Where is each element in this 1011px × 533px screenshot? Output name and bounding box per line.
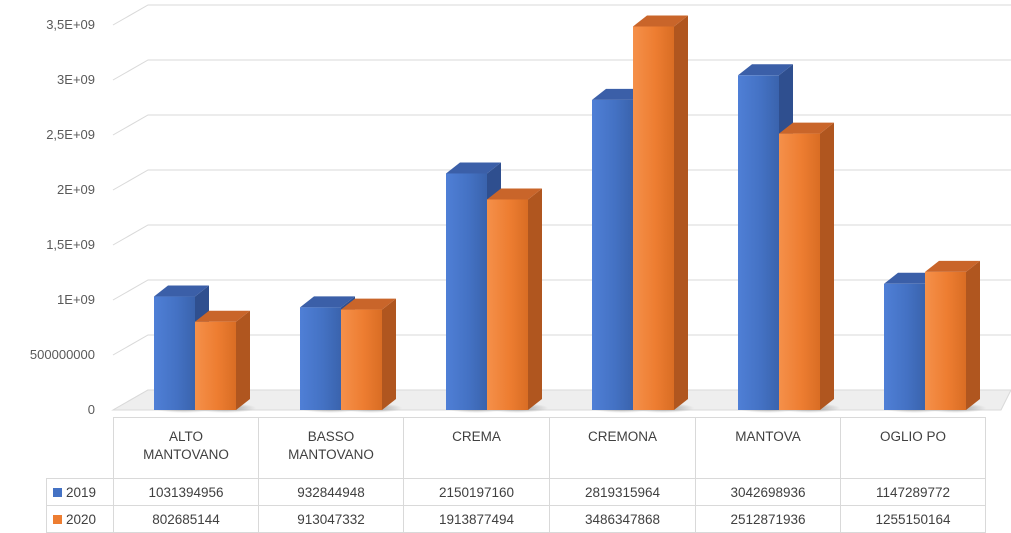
bar-side [236,310,250,410]
bar-front [154,296,195,410]
table-cell: 3486347868 [549,505,696,533]
bar-front [738,75,779,411]
gridline [112,59,1011,81]
bar-top [195,310,250,322]
bar-side [674,15,688,410]
y-tick-label: 3,5E+09 [46,17,95,32]
series-key: 2020 [46,505,114,533]
series-key: 2019 [46,478,114,506]
bar-front [633,26,674,410]
bar-side [528,188,542,410]
category-label-line: MANTOVANO [288,447,374,462]
bar-2020 [778,122,841,413]
table-cell: 1031394956 [113,478,259,506]
gridline [112,224,1011,246]
bar-top [738,64,793,76]
bar-top [925,260,980,272]
series-name: 2020 [66,511,97,527]
table-category-label: CREMA [403,417,550,479]
bar-top [154,285,209,297]
gridline [112,114,1011,136]
table-category-label: BASSO MANTOVANO [258,417,404,479]
bar-2020 [632,15,695,413]
table-cell: 913047332 [258,505,404,533]
category-label-line: CREMA [452,429,501,444]
table-category-label: CREMONA [549,417,696,479]
gridlines [112,4,1011,411]
table-cell: 2150197160 [403,478,550,506]
bar-side [966,260,980,410]
data-table: ALTO MANTOVANO BASSO MANTOVANO CREMA CREMONA M… [46,417,986,533]
table-cell: 1913877494 [403,505,550,533]
bar-front [195,321,236,410]
bar-top [300,296,355,308]
bar-front [487,199,528,410]
gridline [112,279,1011,301]
category-label-line: CREMONA [587,429,657,444]
y-tick-label: 500000000 [30,347,95,362]
bar-front [446,173,487,410]
bar-top [633,15,688,27]
table-cell: 932844948 [258,478,404,506]
bar-front [300,307,341,410]
bar-2020 [340,298,403,413]
table-category-label: OGLIO PO [840,417,986,479]
y-tick-label: 3E+09 [57,72,95,87]
table-row-2020: 2020 802685144 913047332 1913877494 34863478… [46,505,986,533]
bar-front [779,133,820,410]
y-tick-label: 1E+09 [57,292,95,307]
bar-2020 [194,310,257,413]
table-cell: 2512871936 [695,505,841,533]
bar-front [925,271,966,410]
bar-2020 [924,260,987,413]
table-category-label: MANTOVA [695,417,841,479]
gridline [112,169,1011,191]
y-tick-label: 0 [88,402,95,417]
category-label-line: OGLIO PO [879,429,947,444]
table-category-label: ALTO MANTOVANO [113,417,259,479]
bar-front [884,283,925,410]
table-corner [46,417,114,479]
table-header-row: ALTO MANTOVANO BASSO MANTOVANO CREMA CREMONA M… [46,417,986,479]
bar-side [820,122,834,411]
legend-swatch [53,514,62,524]
category-label-line: ALTO [168,429,203,444]
table-cell: 802685144 [113,505,259,533]
category-label-line: BASSO [307,429,355,444]
chart: 0 500000000 1E+09 1,5E+09 2E+09 2,5E+09 3E+09 3… [30,4,1011,417]
y-tick-label: 1,5E+09 [46,237,95,252]
bar-2020 [486,188,549,413]
bar-front [341,309,382,410]
bars [153,15,987,413]
table-cell: 1147289772 [840,478,986,506]
category-label-line: MANTOVANO [143,447,229,462]
bar-top [446,162,501,174]
bar-front [592,99,633,410]
bar-top [779,122,834,134]
back-wall-plane [148,5,1011,390]
category-label-line: MANTOVA [735,429,801,444]
table-row-2019: 2019 1031394956 932844948 2150197160 2819315… [46,478,986,506]
y-tick-label: 2,5E+09 [46,127,95,142]
bar-top [487,188,542,200]
back-wall [148,5,1011,390]
gridline [112,334,1011,356]
bar-top [341,298,396,310]
table-cell: 2819315964 [549,478,696,506]
y-tick-label: 2E+09 [57,182,95,197]
gridline [112,4,1011,26]
bar-side [382,298,396,410]
series-name: 2019 [66,484,97,500]
y-axis-ticks: 0 500000000 1E+09 1,5E+09 2E+09 2,5E+09 3E+09 3… [30,17,95,417]
table-cell: 3042698936 [695,478,841,506]
legend-swatch [53,487,62,497]
table-cell: 1255150164 [840,505,986,533]
